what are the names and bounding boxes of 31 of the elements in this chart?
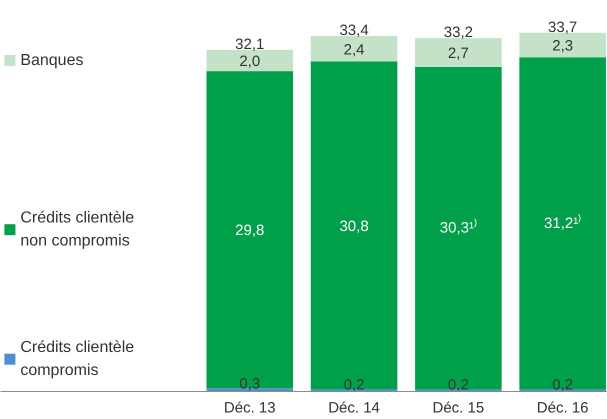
bar — [519, 32, 606, 58]
bar — [415, 66, 502, 390]
legend-label: Crédits clientèle compromis — [20, 339, 134, 380]
x-tick-label: Déc. 13 — [224, 400, 276, 416]
bar — [206, 50, 294, 72]
data-label: 0,2 — [344, 376, 364, 394]
bar — [519, 57, 606, 390]
total-label: 32,1 — [235, 36, 264, 53]
data-label: 30,3¹⁾ — [440, 218, 477, 237]
bar — [310, 62, 398, 390]
total-label: 33,7 — [548, 18, 578, 36]
legend-label: Banques — [20, 52, 84, 69]
x-tick-label: Déc. 14 — [328, 400, 380, 416]
data-label: 0,2 — [552, 376, 574, 394]
legend-label: Crédits clientèle non compromis — [20, 210, 134, 250]
data-label: 2,3 — [552, 38, 574, 55]
data-label: 30,8 — [339, 218, 369, 235]
x-tick-label: Déc. 16 — [536, 400, 589, 416]
bar — [206, 71, 294, 388]
data-label: 0,2 — [448, 376, 469, 394]
total-label: 33,2 — [444, 24, 473, 42]
bar — [415, 38, 502, 67]
bar — [310, 36, 398, 62]
data-label: 0,3 — [239, 375, 260, 392]
data-label: 2,0 — [239, 52, 260, 70]
total-label: 33,4 — [339, 22, 369, 39]
data-label: 2,4 — [344, 41, 364, 58]
data-label: 2,7 — [448, 44, 469, 62]
data-label: 29,8 — [235, 222, 264, 240]
x-tick-label: Déc. 15 — [432, 400, 484, 416]
data-label: 31,2¹⁾ — [544, 214, 582, 232]
